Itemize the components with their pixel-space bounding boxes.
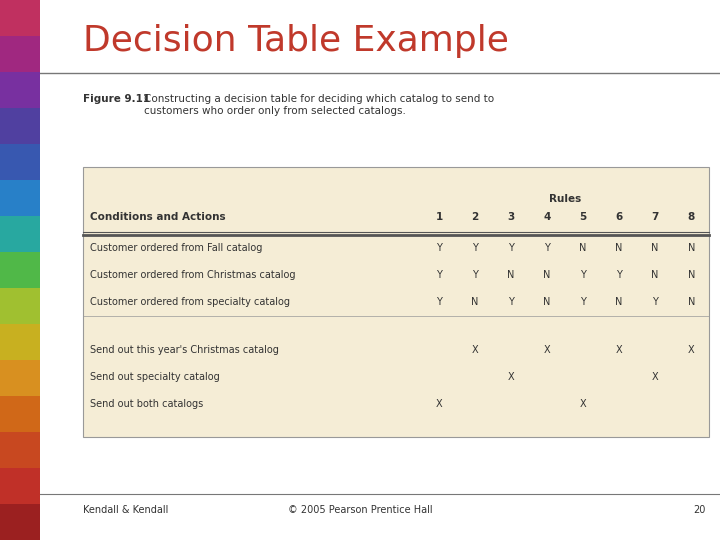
- Text: Rules: Rules: [549, 194, 581, 204]
- Text: N: N: [616, 244, 623, 253]
- Text: Send out this year's Christmas catalog: Send out this year's Christmas catalog: [90, 345, 279, 355]
- Text: 1: 1: [436, 212, 443, 222]
- Text: Send out specialty catalog: Send out specialty catalog: [90, 372, 220, 382]
- Text: X: X: [472, 345, 478, 355]
- Text: Kendall & Kendall: Kendall & Kendall: [83, 505, 168, 515]
- Text: Customer ordered from specialty catalog: Customer ordered from specialty catalog: [90, 298, 290, 307]
- Text: N: N: [652, 244, 659, 253]
- Text: X: X: [544, 345, 550, 355]
- Text: 8: 8: [688, 212, 695, 222]
- Text: 2: 2: [472, 212, 479, 222]
- Text: N: N: [688, 244, 695, 253]
- Text: Figure 9.11: Figure 9.11: [83, 94, 150, 105]
- Text: 4: 4: [544, 212, 551, 222]
- Text: N: N: [544, 298, 551, 307]
- Text: Y: Y: [436, 271, 442, 280]
- Text: Y: Y: [652, 298, 658, 307]
- Text: 6: 6: [616, 212, 623, 222]
- Text: Conditions and Actions: Conditions and Actions: [90, 212, 225, 222]
- Text: 3: 3: [508, 212, 515, 222]
- Text: X: X: [688, 345, 695, 355]
- Text: Y: Y: [580, 298, 586, 307]
- Text: Y: Y: [508, 244, 514, 253]
- Bar: [83, 167, 709, 437]
- Text: X: X: [616, 345, 623, 355]
- Text: Send out both catalogs: Send out both catalogs: [90, 399, 203, 409]
- Text: © 2005 Pearson Prentice Hall: © 2005 Pearson Prentice Hall: [288, 505, 432, 515]
- Text: Y: Y: [436, 298, 442, 307]
- Text: N: N: [508, 271, 515, 280]
- Text: Decision Table Example: Decision Table Example: [83, 24, 508, 58]
- Text: Y: Y: [472, 271, 478, 280]
- Text: N: N: [472, 298, 479, 307]
- Text: Y: Y: [544, 244, 550, 253]
- Text: Y: Y: [616, 271, 622, 280]
- Text: 5: 5: [580, 212, 587, 222]
- Text: Y: Y: [580, 271, 586, 280]
- Text: 20: 20: [693, 505, 706, 515]
- Text: N: N: [688, 298, 695, 307]
- Text: Customer ordered from Christmas catalog: Customer ordered from Christmas catalog: [90, 271, 295, 280]
- Text: 7: 7: [652, 212, 659, 222]
- Text: Y: Y: [436, 244, 442, 253]
- Text: X: X: [508, 372, 514, 382]
- Text: X: X: [652, 372, 659, 382]
- Text: N: N: [580, 244, 587, 253]
- Text: N: N: [544, 271, 551, 280]
- Text: X: X: [436, 399, 442, 409]
- Text: Constructing a decision table for deciding which catalog to send to
customers wh: Constructing a decision table for decidi…: [144, 94, 494, 116]
- Text: Customer ordered from Fall catalog: Customer ordered from Fall catalog: [90, 244, 262, 253]
- Text: N: N: [652, 271, 659, 280]
- Text: N: N: [616, 298, 623, 307]
- Text: X: X: [580, 399, 587, 409]
- Text: Y: Y: [508, 298, 514, 307]
- Text: N: N: [688, 271, 695, 280]
- Text: Y: Y: [472, 244, 478, 253]
